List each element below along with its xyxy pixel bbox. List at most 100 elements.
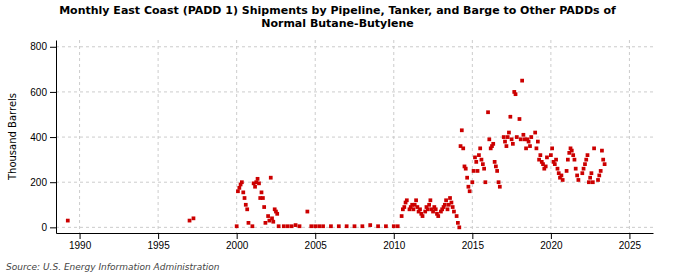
tick-label: 2010 [383,240,406,251]
point [591,180,595,184]
grid-line-y [56,91,653,92]
point [477,153,481,157]
point [282,224,286,228]
y-axis-label: Thousand Barrels [7,93,18,181]
point [510,137,514,141]
point [600,149,604,153]
tick-mark [50,137,56,138]
tick-mark [237,233,238,239]
point [565,169,569,173]
point [529,135,533,139]
tick-mark [472,233,473,239]
grid-line-x [79,40,80,233]
point [603,162,607,166]
point [486,110,490,114]
point [261,196,265,200]
point [452,210,456,214]
point [502,135,506,139]
tick-label: 1990 [69,240,92,251]
grid-line-x [315,40,316,233]
point [577,178,581,182]
point [596,178,600,182]
grid-line-x [629,40,630,233]
point [566,158,570,162]
point [414,198,418,202]
point [545,156,549,160]
point [507,131,511,135]
point [599,169,603,173]
point [450,201,454,205]
axis-line [56,41,57,234]
point [470,180,474,184]
tick: 2020 [540,233,563,251]
point [368,223,372,227]
title: Monthly East Coast (PADD 1) Shipments by… [59,4,616,30]
point [444,198,448,202]
point [536,140,540,144]
tick: 2005 [305,233,328,251]
point [277,224,281,228]
tick-label: 2015 [462,240,485,251]
point [236,189,240,193]
y-axis: 0200400600800 [30,41,56,234]
grid-line-y [56,137,653,138]
grid-line-x [236,40,237,233]
point [400,214,404,218]
point [518,117,522,121]
tick-label: 1995 [147,240,170,251]
point [582,167,586,171]
point [241,190,245,194]
point [528,144,532,148]
axis-line [57,233,654,234]
point [481,162,485,166]
point [446,207,450,211]
point [298,224,302,228]
point [451,205,455,209]
point [493,160,497,164]
point [498,185,502,189]
point [286,224,290,228]
tick-mark [551,233,552,239]
point [574,167,578,171]
point [294,223,298,227]
title-line: Normal Butane-Butylene [261,17,414,30]
point [553,162,557,166]
point [573,158,577,162]
point [329,224,333,228]
point [275,212,279,216]
point [549,153,553,157]
point [533,131,537,135]
title-line: Monthly East Coast (PADD 1) Shipments by… [59,4,616,17]
point [524,146,528,150]
point [476,169,480,173]
tick-mark [315,233,316,239]
point [188,219,192,223]
point [506,135,510,139]
tick-label: 2000 [226,240,249,251]
point [556,167,560,171]
point [511,142,515,146]
tick-mark [50,227,56,228]
tick-label: 0 [41,222,47,233]
point [353,224,357,228]
tick-mark [158,233,159,239]
point [455,214,459,218]
point [448,196,452,200]
point [515,135,519,139]
point [538,153,542,157]
point [483,180,487,184]
tick-mark [50,92,56,93]
point [418,207,422,211]
point [460,128,464,132]
tick: 2025 [619,233,642,251]
point [575,174,579,178]
point [544,165,548,169]
point [396,224,400,228]
point [262,205,266,209]
point [560,174,564,178]
tick-mark [80,233,81,239]
point [360,224,364,228]
point [317,224,321,228]
point [514,92,518,96]
tick-label: 2005 [305,240,328,251]
